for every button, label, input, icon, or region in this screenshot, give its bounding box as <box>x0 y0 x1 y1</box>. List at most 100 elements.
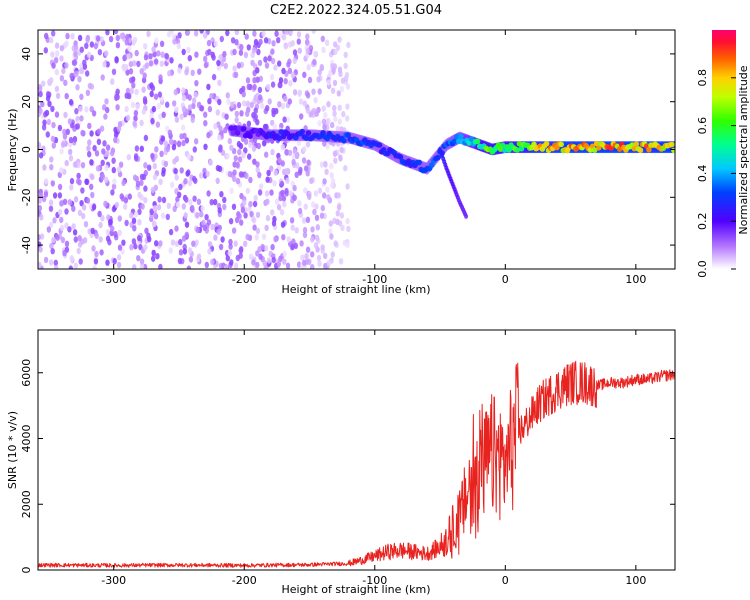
noise-cell <box>288 80 293 87</box>
noise-cell <box>313 190 319 197</box>
noise-cell <box>203 55 208 63</box>
noise-cell <box>282 116 287 123</box>
noise-cell <box>180 124 186 131</box>
noise-cell <box>125 69 130 76</box>
noise-cell <box>328 228 333 235</box>
noise-cell <box>302 226 308 234</box>
noise-cell <box>221 55 227 63</box>
noise-cell <box>104 164 109 171</box>
noise-cell <box>245 110 250 117</box>
noise-cell <box>38 142 42 149</box>
noise-cell <box>76 172 81 180</box>
noise-cell <box>329 172 334 179</box>
noise-cell <box>322 192 327 199</box>
noise-cell <box>215 109 220 116</box>
noise-cell <box>178 238 183 246</box>
noise-cell <box>163 140 169 147</box>
noise-cell <box>299 240 304 247</box>
noise-cell <box>255 227 261 235</box>
noise-cell <box>270 48 275 55</box>
colorbar: 0.0 0.2 0.4 0.6 0.8 Normalized spectral ampl… <box>696 30 750 278</box>
noise-cell <box>218 54 223 61</box>
noise-cell <box>134 145 140 152</box>
colorbar-gradient <box>712 30 736 269</box>
noise-cell <box>271 220 277 227</box>
noise-cell <box>245 77 251 84</box>
noise-cell <box>278 81 283 89</box>
noise-cell <box>278 77 284 84</box>
noise-cell <box>110 149 115 157</box>
noise-cell <box>302 259 307 267</box>
noise-cell <box>263 56 268 63</box>
noise-cell <box>177 191 182 198</box>
noise-cell <box>85 70 90 77</box>
noise-cell <box>313 50 318 58</box>
noise-cell <box>297 47 302 54</box>
noise-cell <box>341 110 346 118</box>
noise-cell <box>256 142 261 150</box>
noise-cell <box>292 148 297 155</box>
noise-cell <box>140 203 145 210</box>
noise-cell <box>50 180 55 187</box>
noise-cell <box>141 108 146 115</box>
noise-cell <box>222 196 227 204</box>
noise-cell <box>343 51 348 59</box>
noise-cell <box>272 123 277 130</box>
noise-cell <box>96 128 102 135</box>
noise-cell <box>248 253 254 260</box>
noise-cell <box>143 185 148 192</box>
noise-cell <box>115 42 121 49</box>
noise-cell <box>105 30 110 36</box>
noise-cell <box>123 197 129 204</box>
noise-cell <box>282 258 287 265</box>
y-tick-label: 6000 <box>20 359 33 387</box>
noise-cell <box>43 191 49 198</box>
noise-cell <box>186 153 192 161</box>
noise-cell <box>267 98 272 105</box>
noise-cell <box>219 191 224 198</box>
noise-cell <box>314 234 320 241</box>
noise-cell <box>48 199 54 206</box>
noise-cell <box>285 116 291 123</box>
noise-cell <box>282 201 287 208</box>
noise-cell <box>117 215 123 222</box>
noise-cell <box>224 113 229 120</box>
noise-cell <box>228 218 234 225</box>
noise-cell <box>297 200 302 207</box>
noise-cell <box>276 204 282 211</box>
noise-cell <box>96 35 101 42</box>
noise-cell <box>84 106 89 113</box>
noise-cell <box>51 121 56 129</box>
noise-cell <box>190 69 195 77</box>
noise-cell <box>264 190 270 197</box>
noise-cell <box>305 246 311 253</box>
noise-cell <box>196 253 202 260</box>
noise-cell <box>323 111 328 119</box>
noise-cell <box>168 228 174 236</box>
snr-series-line <box>38 360 675 568</box>
noise-cell <box>269 165 274 172</box>
noise-cell <box>283 78 288 85</box>
noise-cell <box>187 179 193 187</box>
noise-cell <box>75 123 81 130</box>
noise-cell <box>326 79 332 86</box>
noise-cell <box>237 156 243 163</box>
noise-cell <box>54 265 59 269</box>
noise-cell <box>237 148 242 156</box>
noise-cell <box>161 111 166 119</box>
noise-cell <box>55 234 60 241</box>
noise-cell <box>203 32 208 39</box>
noise-cell <box>60 236 66 244</box>
noise-cell <box>284 30 289 36</box>
noise-cell <box>171 144 177 151</box>
noise-cell <box>234 30 239 36</box>
noise-cell <box>108 218 113 226</box>
noise-cell <box>188 256 194 263</box>
noise-cell <box>59 167 64 174</box>
noise-cell <box>105 144 111 151</box>
noise-cell <box>165 145 171 153</box>
noise-cell <box>115 104 120 111</box>
noise-cell <box>273 64 278 71</box>
noise-cell <box>84 178 89 185</box>
